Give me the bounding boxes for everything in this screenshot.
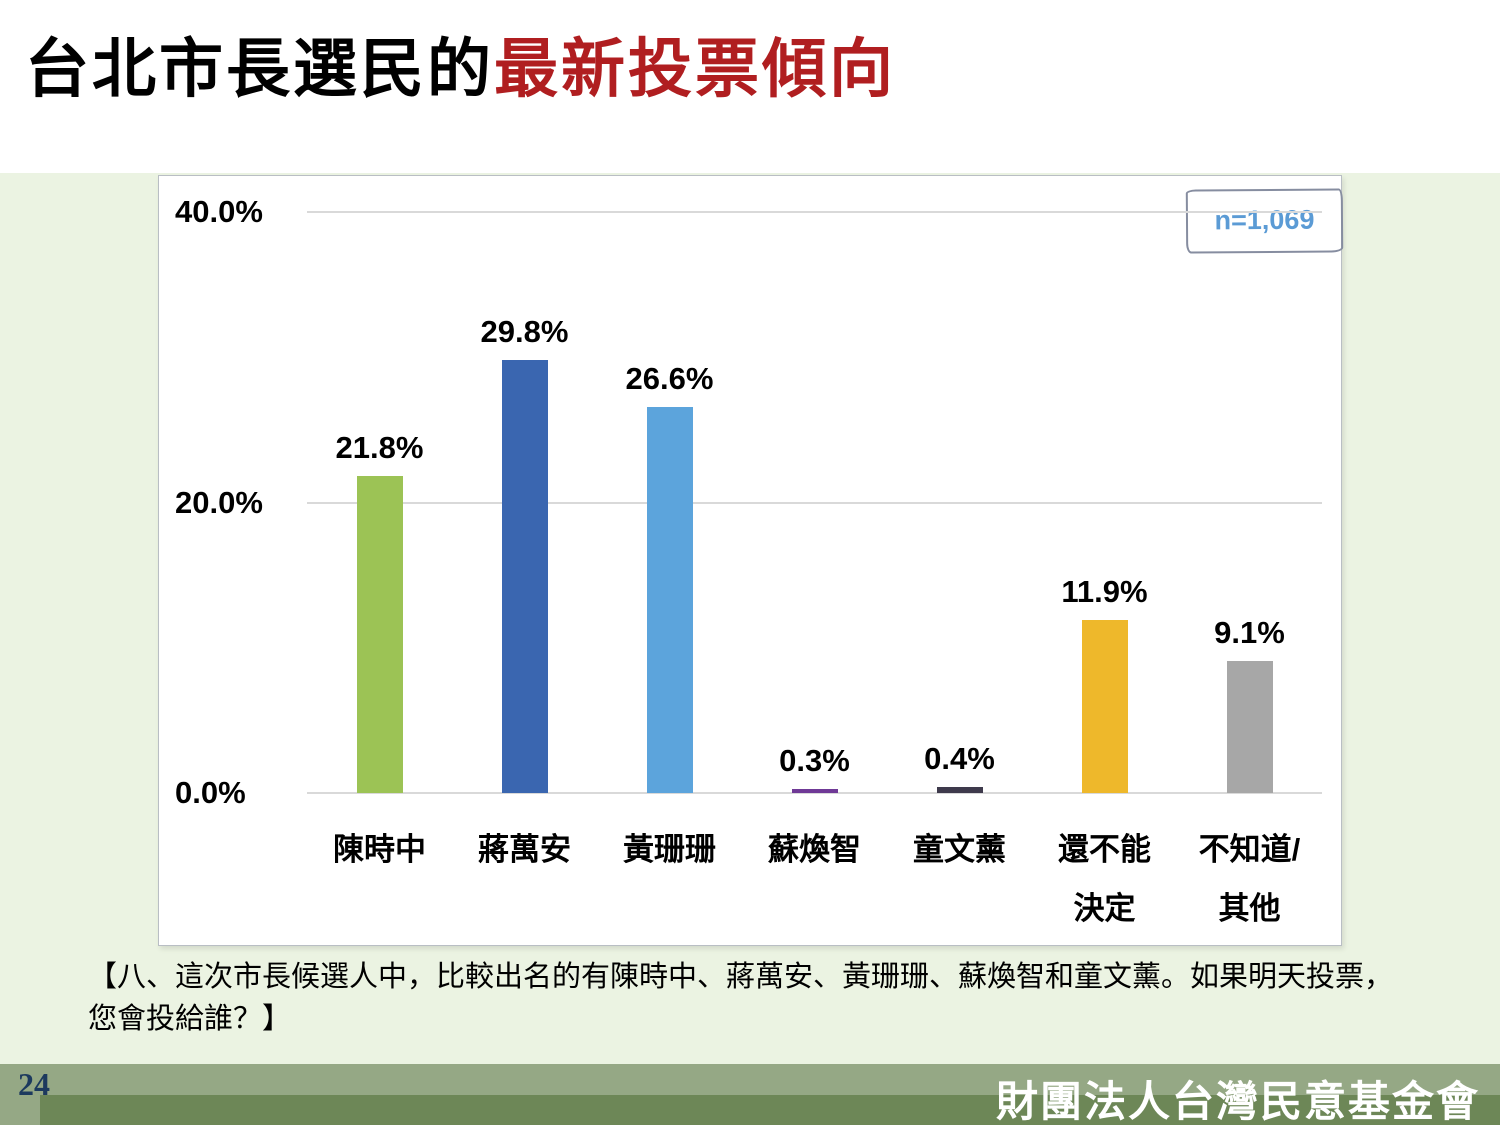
- chart-bar: [791, 788, 838, 793]
- y-axis-tick-label: 0.0%: [175, 775, 246, 810]
- bar-category-label: 黃珊珊: [578, 820, 762, 879]
- chart-bar: [1226, 660, 1273, 793]
- chart-bar: [501, 360, 548, 793]
- bar-value-label: 0.4%: [924, 741, 995, 777]
- page-number: 24: [18, 1066, 50, 1102]
- bar-category-label-line: 黃珊珊: [623, 832, 716, 867]
- y-axis-tick-label: 40.0%: [175, 194, 263, 229]
- slide-title: 台北市長選民的最新投票傾向: [25, 18, 896, 110]
- gridline: [307, 501, 1322, 504]
- bar-category-label: 陳時中: [288, 820, 472, 879]
- bar-value-label: 0.3%: [779, 742, 850, 778]
- gridline: [307, 211, 1322, 213]
- bar-category-label-line: 童文薰: [913, 832, 1006, 867]
- bar-value-label: 11.9%: [1061, 574, 1148, 610]
- bar-category-label-line: 其他: [1218, 891, 1281, 926]
- bar-category-label-line: 陳時中: [333, 832, 426, 867]
- bar-value-label: 21.8%: [335, 430, 424, 466]
- bar-category-label: 還不能 決定: [1013, 820, 1197, 938]
- footer-bar-dark: [40, 1095, 1500, 1125]
- question-line-2: 您會投給誰？】: [88, 1003, 292, 1035]
- chart-panel: n=1,069 0.0% 20.0% 40.0% 21.8% 陳時中 29.8% 蔣萬安 26…: [158, 175, 1344, 946]
- chart-bar: [1081, 620, 1128, 793]
- chart-bar: [646, 406, 693, 793]
- bar-value-label: 29.8%: [480, 314, 569, 350]
- title-black-text: 台北市長選民的: [25, 33, 494, 105]
- sample-size-box: n=1,069: [1185, 188, 1344, 254]
- question-line-1: 【八、這次市長候選人中，比較出名的有陳時中、蔣萬安、黃珊珊、蘇煥智和童文薰。如果…: [88, 961, 1394, 993]
- bar-category-label-line: 蔣萬安: [478, 832, 571, 867]
- footer-org-name: 財團法人台灣民意基金會: [995, 1078, 1480, 1125]
- bar-category-label-line: 還不能: [1058, 832, 1151, 867]
- bar-category-label-line: 決定: [1073, 891, 1136, 926]
- bar-value-label: 26.6%: [625, 360, 714, 396]
- question-text: 【八、這次市長候選人中，比較出名的有陳時中、蔣萬安、黃珊珊、蘇煥智和童文薰。如果…: [88, 956, 1428, 1040]
- bar-category-label-line: 蘇煥智: [768, 832, 861, 867]
- bar-value-label: 9.1%: [1214, 614, 1285, 650]
- bar-category-label: 蘇煥智: [723, 820, 907, 879]
- bar-category-label-line: 不知道/: [1198, 832, 1301, 867]
- chart-bar: [356, 476, 403, 793]
- bar-category-label: 蔣萬安: [433, 820, 617, 879]
- bar-category-label: 不知道/其他: [1158, 820, 1342, 938]
- title-red-text: 最新投票傾向: [494, 33, 896, 105]
- y-axis-tick-label: 20.0%: [175, 484, 263, 520]
- chart-bar: [936, 787, 983, 793]
- gridline: [307, 792, 1322, 794]
- sample-size-label: n=1,069: [1214, 204, 1315, 236]
- bar-category-label: 童文薰: [868, 820, 1052, 879]
